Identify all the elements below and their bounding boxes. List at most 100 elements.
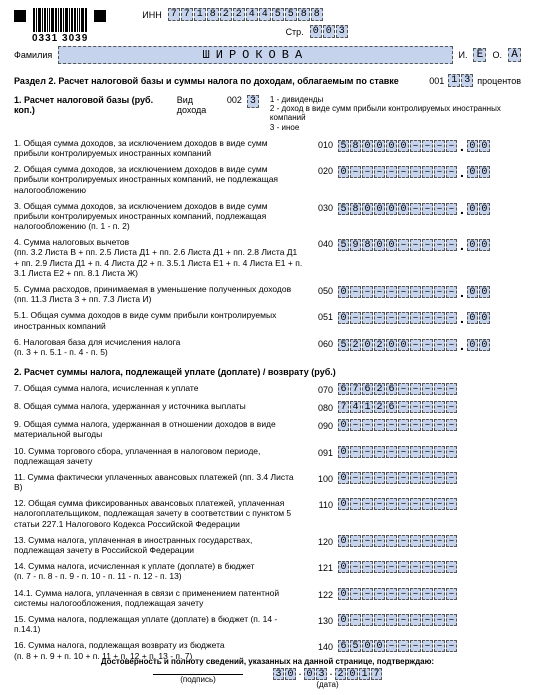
amount-field[interactable]: 0––––––––– .00 bbox=[338, 284, 490, 300]
cell[interactable]: – bbox=[362, 535, 373, 547]
cell[interactable]: – bbox=[410, 401, 421, 413]
cell[interactable]: 0 bbox=[310, 25, 322, 38]
cell[interactable]: 0 bbox=[386, 203, 397, 215]
cell[interactable]: – bbox=[446, 561, 457, 573]
amount-field[interactable]: 0––––––––– .00 bbox=[338, 310, 490, 326]
cell[interactable]: – bbox=[422, 203, 433, 215]
cell[interactable]: 0 bbox=[386, 339, 397, 351]
cell[interactable]: 6 bbox=[338, 640, 349, 652]
cell[interactable]: 3 bbox=[336, 25, 348, 38]
cell[interactable]: – bbox=[374, 498, 385, 510]
cell[interactable]: 8 bbox=[350, 203, 361, 215]
amount-field[interactable]: 580000–––– .00 bbox=[338, 201, 490, 217]
cell[interactable]: – bbox=[398, 561, 409, 573]
cell[interactable]: – bbox=[422, 312, 433, 324]
cell[interactable]: – bbox=[374, 535, 385, 547]
cell[interactable]: 0 bbox=[479, 166, 490, 178]
cell[interactable]: – bbox=[350, 588, 361, 600]
cell[interactable]: – bbox=[434, 535, 445, 547]
cell[interactable]: – bbox=[410, 239, 421, 251]
cell[interactable]: – bbox=[386, 588, 397, 600]
date-field[interactable]: 30.03.2017 bbox=[273, 668, 382, 680]
cell[interactable]: – bbox=[386, 312, 397, 324]
decimal-cells[interactable]: 00 bbox=[467, 140, 490, 152]
cell[interactable]: – bbox=[398, 640, 409, 652]
cell[interactable]: – bbox=[422, 614, 433, 626]
cell[interactable]: – bbox=[362, 312, 373, 324]
income-type-field[interactable]: 3 bbox=[247, 95, 259, 108]
cell[interactable]: 0 bbox=[467, 166, 478, 178]
cell[interactable]: – bbox=[422, 339, 433, 351]
cell[interactable]: 5 bbox=[338, 239, 349, 251]
integer-cells[interactable]: 520200–––– bbox=[338, 339, 457, 351]
cell[interactable]: – bbox=[434, 140, 445, 152]
cell[interactable]: – bbox=[398, 446, 409, 458]
decimal-cells[interactable]: 00 bbox=[467, 239, 490, 251]
cell[interactable]: – bbox=[410, 140, 421, 152]
cell[interactable]: – bbox=[446, 419, 457, 431]
cell[interactable]: 0 bbox=[479, 203, 490, 215]
amount-field[interactable]: 0––––––––– bbox=[338, 498, 457, 510]
cell[interactable]: 0 bbox=[338, 535, 349, 547]
cell[interactable]: 0 bbox=[386, 239, 397, 251]
cell[interactable]: – bbox=[386, 286, 397, 298]
cell[interactable]: 1 bbox=[359, 668, 370, 680]
cell[interactable]: – bbox=[386, 498, 397, 510]
cell[interactable]: – bbox=[434, 312, 445, 324]
integer-cells[interactable]: 580000–––– bbox=[338, 203, 457, 215]
cell[interactable]: – bbox=[398, 401, 409, 413]
cell[interactable]: 5 bbox=[272, 8, 284, 21]
amount-field[interactable]: 0––––––––– bbox=[338, 561, 457, 573]
amount-field[interactable]: 0––––––––– bbox=[338, 419, 457, 431]
cell[interactable]: 7 bbox=[371, 668, 382, 680]
cell[interactable]: 3 bbox=[273, 668, 284, 680]
cell[interactable]: 4 bbox=[246, 8, 258, 21]
amount-field[interactable]: 0––––––––– bbox=[338, 472, 457, 484]
cell[interactable]: 7 bbox=[181, 8, 193, 21]
cell[interactable]: – bbox=[386, 535, 397, 547]
inn-field[interactable]: 771822445588 bbox=[168, 8, 323, 21]
cell[interactable]: 8 bbox=[362, 239, 373, 251]
integer-cells[interactable]: 0––––––––– bbox=[338, 535, 457, 547]
cell[interactable]: – bbox=[362, 588, 373, 600]
cell[interactable]: – bbox=[410, 166, 421, 178]
cell[interactable]: 2 bbox=[335, 668, 346, 680]
cell[interactable]: 0 bbox=[479, 339, 490, 351]
cell[interactable]: – bbox=[434, 588, 445, 600]
cell[interactable]: 0 bbox=[467, 203, 478, 215]
integer-cells[interactable]: 0––––––––– bbox=[338, 472, 457, 484]
cell[interactable]: – bbox=[410, 588, 421, 600]
cell[interactable]: – bbox=[374, 588, 385, 600]
integer-cells[interactable]: 0––––––––– bbox=[338, 166, 457, 178]
integer-cells[interactable]: 0––––––––– bbox=[338, 498, 457, 510]
cell[interactable]: 0 bbox=[398, 140, 409, 152]
decimal-cells[interactable]: 00 bbox=[467, 286, 490, 298]
amount-field[interactable]: 0––––––––– bbox=[338, 446, 457, 458]
cell[interactable]: 7 bbox=[338, 401, 349, 413]
cell[interactable]: 5 bbox=[338, 203, 349, 215]
cell[interactable]: – bbox=[350, 446, 361, 458]
cell[interactable]: – bbox=[446, 383, 457, 395]
cell[interactable]: – bbox=[446, 239, 457, 251]
cell[interactable]: 7 bbox=[168, 8, 180, 21]
cell[interactable]: 2 bbox=[233, 8, 245, 21]
cell[interactable]: 0 bbox=[374, 140, 385, 152]
cell[interactable]: 2 bbox=[374, 383, 385, 395]
cell[interactable]: – bbox=[422, 472, 433, 484]
cell[interactable]: – bbox=[434, 239, 445, 251]
cell[interactable]: 0 bbox=[398, 203, 409, 215]
cell[interactable]: – bbox=[434, 561, 445, 573]
integer-cells[interactable]: 0––––––––– bbox=[338, 312, 457, 324]
cell[interactable]: – bbox=[350, 166, 361, 178]
cell[interactable]: – bbox=[422, 239, 433, 251]
cell[interactable]: – bbox=[434, 401, 445, 413]
cell[interactable]: 2 bbox=[350, 339, 361, 351]
cell[interactable]: 0 bbox=[338, 312, 349, 324]
integer-cells[interactable]: 0––––––––– bbox=[338, 588, 457, 600]
decimal-cells[interactable]: 00 bbox=[467, 312, 490, 324]
cell[interactable]: – bbox=[398, 614, 409, 626]
cell[interactable]: 0 bbox=[479, 140, 490, 152]
integer-cells[interactable]: 0––––––––– bbox=[338, 446, 457, 458]
cell[interactable]: 0 bbox=[338, 166, 349, 178]
cell[interactable]: – bbox=[446, 166, 457, 178]
